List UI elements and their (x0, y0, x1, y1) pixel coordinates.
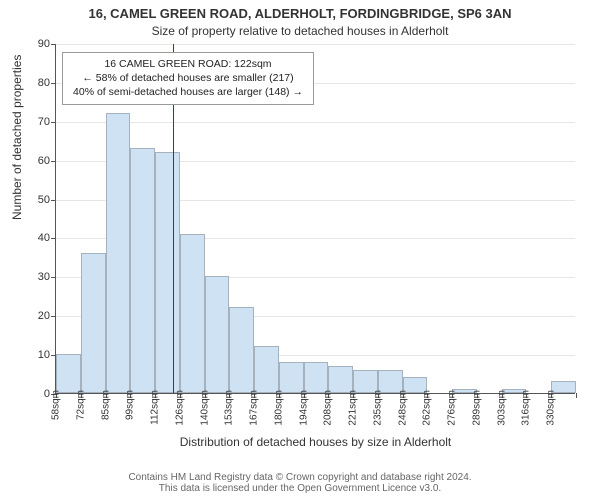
y-tick (51, 44, 56, 45)
y-tick-label: 90 (24, 38, 50, 50)
y-tick (51, 200, 56, 201)
footer-line-2: This data is licensed under the Open Gov… (0, 483, 600, 494)
y-tick-label: 0 (24, 388, 50, 400)
histogram-bar (155, 152, 180, 393)
histogram-bar (304, 362, 329, 393)
chart-title-main: 16, CAMEL GREEN ROAD, ALDERHOLT, FORDING… (0, 6, 600, 21)
chart-container: 16, CAMEL GREEN ROAD, ALDERHOLT, FORDING… (0, 0, 600, 500)
y-tick-label: 20 (24, 310, 50, 322)
y-tick (51, 83, 56, 84)
gridline (56, 44, 575, 45)
annotation-line-1: 16 CAMEL GREEN ROAD: 122sqm (69, 57, 307, 71)
x-tick-label: 126sqm (174, 390, 185, 426)
histogram-bar (328, 366, 353, 393)
y-tick-label: 80 (24, 77, 50, 89)
x-tick (576, 393, 577, 398)
footer: Contains HM Land Registry data © Crown c… (0, 472, 600, 494)
histogram-bar (180, 234, 205, 393)
histogram-bar (130, 148, 155, 393)
x-axis-label: Distribution of detached houses by size … (56, 435, 575, 449)
y-tick-label: 40 (24, 232, 50, 244)
annotation-line-3: 40% of semi-detached houses are larger (… (69, 85, 307, 99)
annotation-box: 16 CAMEL GREEN ROAD: 122sqm ← 58% of det… (62, 52, 314, 105)
histogram-bar (81, 253, 106, 393)
x-tick-label: 248sqm (397, 390, 408, 426)
y-tick (51, 238, 56, 239)
y-tick-label: 70 (24, 116, 50, 128)
x-tick-label: 72sqm (75, 390, 86, 420)
x-tick-label: 180sqm (273, 390, 284, 426)
y-tick (51, 161, 56, 162)
y-tick (51, 122, 56, 123)
x-tick-label: 85sqm (100, 390, 111, 420)
histogram-bar (56, 354, 81, 393)
y-tick (51, 316, 56, 317)
x-tick-label: 303sqm (496, 390, 507, 426)
annotation-line-2: ← 58% of detached houses are smaller (21… (69, 71, 307, 85)
x-tick-label: 289sqm (471, 390, 482, 426)
y-tick-label: 10 (24, 349, 50, 361)
histogram-bar (205, 276, 230, 393)
y-tick-label: 30 (24, 271, 50, 283)
x-tick-label: 153sqm (224, 390, 235, 426)
x-tick-label: 262sqm (422, 390, 433, 426)
x-tick-label: 167sqm (249, 390, 260, 426)
gridline (56, 122, 575, 123)
x-tick-label: 112sqm (150, 390, 161, 425)
histogram-bar (279, 362, 304, 393)
y-tick (51, 277, 56, 278)
x-tick-label: 140sqm (199, 390, 210, 426)
y-axis-label: Number of detached properties (10, 55, 24, 220)
x-tick-label: 208sqm (323, 390, 334, 426)
y-tick-label: 60 (24, 155, 50, 167)
x-tick-label: 235sqm (372, 390, 383, 426)
x-tick-label: 194sqm (298, 390, 309, 426)
x-tick-label: 221sqm (348, 390, 359, 426)
x-tick-label: 316sqm (521, 390, 532, 426)
y-tick-label: 50 (24, 194, 50, 206)
chart-title-sub: Size of property relative to detached ho… (0, 24, 600, 38)
x-tick-label: 276sqm (447, 390, 458, 426)
x-tick-label: 330sqm (546, 390, 557, 426)
histogram-bar (229, 307, 254, 393)
histogram-bar (254, 346, 279, 393)
x-tick-label: 99sqm (125, 390, 136, 420)
x-tick-label: 58sqm (51, 390, 62, 420)
histogram-bar (106, 113, 131, 393)
footer-line-1: Contains HM Land Registry data © Crown c… (0, 472, 600, 483)
